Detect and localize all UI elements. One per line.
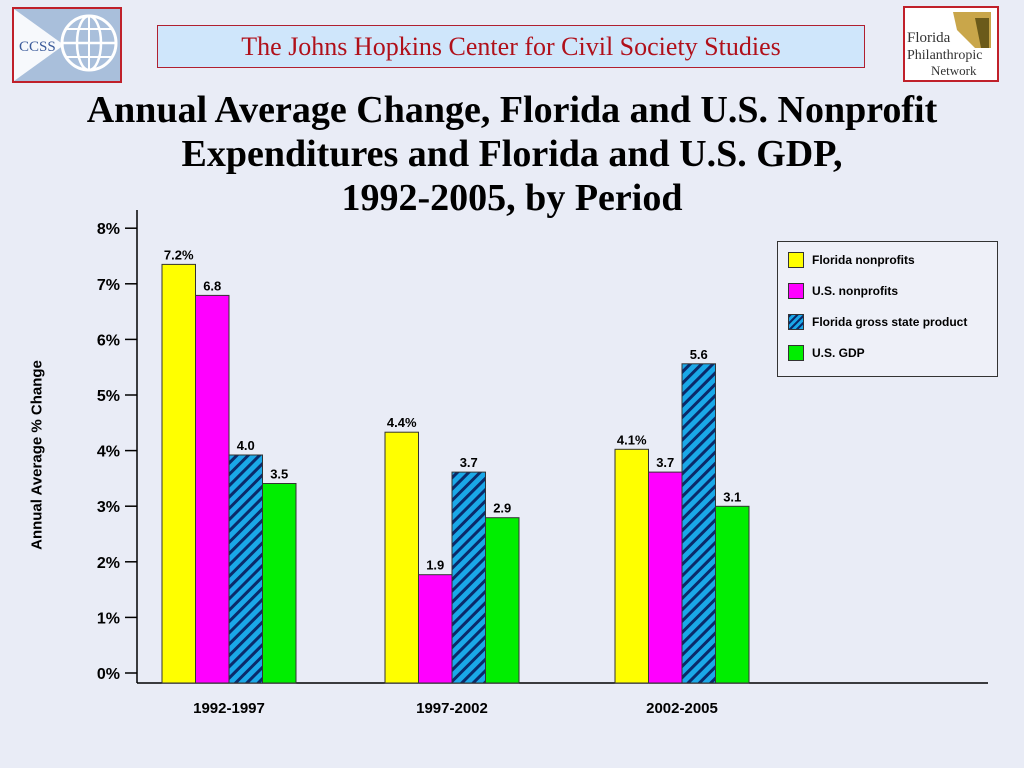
data-label: 3.7 (460, 455, 478, 470)
y-tick-label: 1% (97, 610, 120, 627)
y-tick-label: 5% (97, 388, 120, 405)
legend-swatch (788, 345, 804, 361)
legend-item: U.S. GDP (788, 345, 865, 361)
data-label: 1.9 (426, 558, 444, 573)
y-tick-label: 2% (97, 555, 120, 572)
data-label: 3.7 (656, 455, 674, 470)
legend-swatch (788, 314, 804, 330)
chart-title: Annual Average Change, Florida and U.S. … (0, 88, 1024, 220)
data-label: 3.1 (723, 489, 741, 504)
bar-florida-gross-state-product-2002-2005 (681, 363, 716, 684)
title-line-2: Expenditures and Florida and U.S. GDP, (181, 133, 843, 175)
bar-u-s-nonprofits-1992-1997 (195, 294, 230, 684)
data-label: 6.8 (203, 278, 221, 293)
legend-label: Florida nonprofits (812, 253, 915, 267)
bar-u-s-nonprofits-2002-2005 (648, 471, 683, 684)
svg-text:Network: Network (931, 63, 977, 78)
x-tick-label: 2002-2005 (646, 700, 718, 717)
banner: The Johns Hopkins Center for Civil Socie… (157, 25, 865, 68)
title-line-3: 1992-2005, by Period (341, 177, 683, 219)
bar-u-s-gdp-1992-1997 (262, 483, 297, 684)
x-tick-label: 1992-1997 (193, 700, 265, 717)
legend: Florida nonprofits U.S. nonprofits Florida… (777, 241, 998, 377)
legend-item: Florida gross state product (788, 314, 967, 330)
y-tick-label: 8% (97, 221, 120, 238)
y-tick-label: 4% (97, 444, 120, 461)
bar-florida-gross-state-product-1997-2002 (451, 471, 486, 684)
data-label: 2.9 (493, 501, 511, 516)
ccss-logo: CCSS (12, 7, 122, 83)
data-label: 3.5 (270, 467, 288, 482)
bar-florida-gross-state-product-1992-1997 (228, 454, 263, 684)
data-label: 4.4% (387, 415, 417, 430)
title-line-1: Annual Average Change, Florida and U.S. … (86, 89, 938, 131)
bar-florida-nonprofits-2002-2005 (614, 448, 649, 684)
ccss-logo-text: CCSS (19, 39, 56, 55)
x-tick-label: 1997-2002 (416, 700, 488, 717)
legend-item: U.S. nonprofits (788, 283, 898, 299)
legend-label: U.S. GDP (812, 346, 865, 360)
data-label: 4.1% (617, 432, 647, 447)
bar-florida-nonprofits-1992-1997 (161, 263, 196, 684)
legend-swatch (788, 283, 804, 299)
legend-item: Florida nonprofits (788, 252, 915, 268)
data-label: 4.0 (237, 438, 255, 453)
bar-u-s-gdp-2002-2005 (715, 505, 750, 684)
svg-text:Florida: Florida (907, 30, 951, 46)
y-tick-label: 3% (97, 499, 120, 516)
florida-philanthropic-network-logo: Florida Philanthropic Network (903, 6, 999, 82)
y-tick-label: 7% (97, 277, 120, 294)
y-tick-label: 6% (97, 332, 120, 349)
data-label: 7.2% (164, 247, 194, 262)
svg-text:Philanthropic: Philanthropic (907, 48, 982, 63)
bar-florida-nonprofits-1997-2002 (384, 431, 419, 684)
bar-u-s-nonprofits-1997-2002 (418, 574, 453, 684)
globe-icon: CCSS (14, 9, 118, 81)
data-label: 5.6 (690, 347, 708, 362)
legend-label: U.S. nonprofits (812, 284, 898, 298)
bar-u-s-gdp-1997-2002 (485, 517, 520, 684)
legend-swatch (788, 252, 804, 268)
y-tick-label: 0% (97, 666, 120, 683)
legend-label: Florida gross state product (812, 315, 968, 329)
